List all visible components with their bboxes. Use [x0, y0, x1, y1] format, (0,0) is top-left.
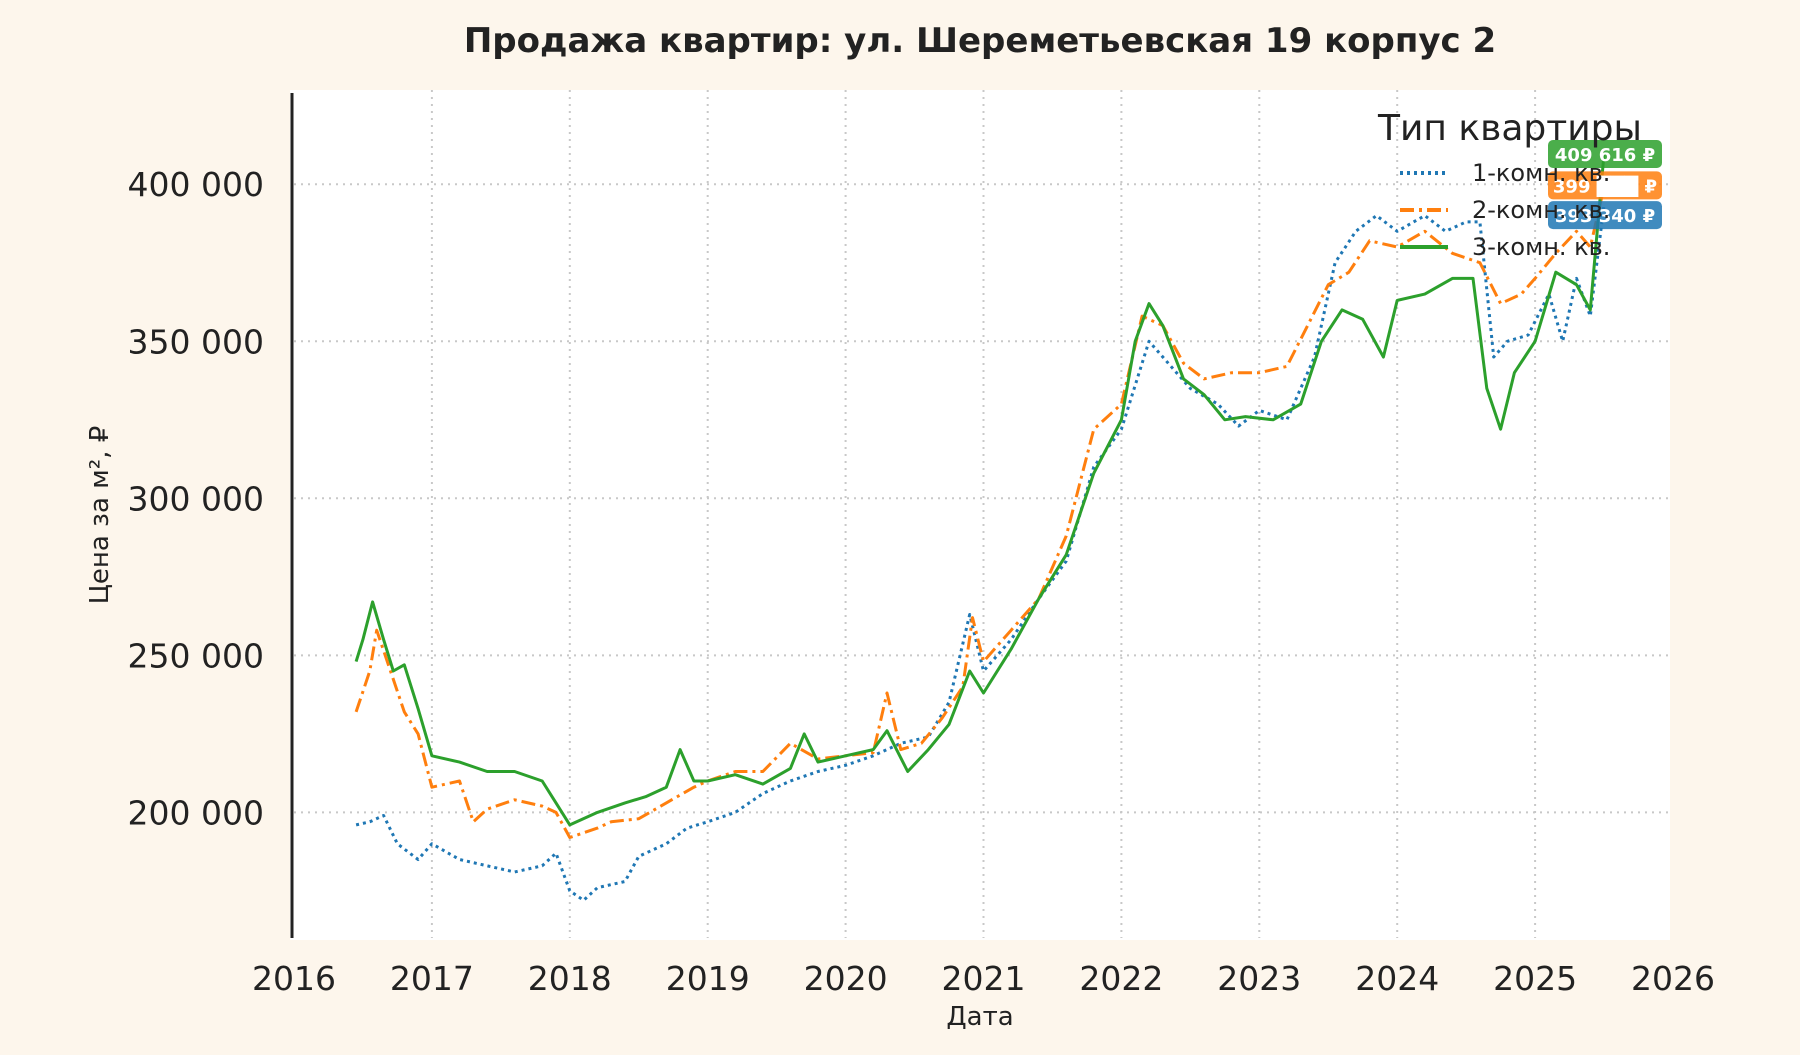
x-tick-label: 2018: [528, 959, 612, 998]
last-value-badge-1: [1548, 201, 1662, 230]
last-value-badge-text-2: 399 ███ ₽: [1553, 175, 1657, 197]
series-line-2: [354, 187, 1606, 839]
axis-ticks: 2016 2017 2018 2019 2020 2021 2022 2023 2024 2025…: [128, 165, 1715, 998]
y-axis-label: Цена за м², ₽: [85, 426, 115, 605]
last-value-badge-text-3: 409 616 ₽: [1555, 145, 1655, 166]
series-lines: [354, 153, 1606, 902]
legend-label-3: 3-комн. кв.: [1472, 233, 1610, 261]
y-tick-label: 300 000: [128, 479, 264, 518]
x-tick-label: 2020: [804, 959, 888, 998]
legend-label-2: 2-комн. кв.: [1472, 196, 1610, 224]
legend-label-1: 1-комн. кв.: [1472, 159, 1610, 187]
plot-area: [290, 90, 1670, 940]
last-value-badges: 393 340 ₽ 399 ███ ₽ 409 616 ₽: [1548, 140, 1662, 230]
legend: Тип квартиры 1-комн. кв. 2-комн. кв. 3-ком…: [1377, 108, 1642, 261]
x-tick-label: 2022: [1079, 959, 1163, 998]
series-line-3: [354, 153, 1606, 827]
x-axis-label: Дата: [946, 1002, 1013, 1032]
legend-title: Тип квартиры: [1377, 108, 1642, 149]
x-tick-label: 2017: [390, 959, 474, 998]
x-tick-label: 2024: [1355, 959, 1439, 998]
x-tick-label: 2019: [666, 959, 750, 998]
x-tick-label: 2025: [1493, 959, 1577, 998]
y-tick-label: 200 000: [128, 793, 264, 832]
last-value-badge-2: [1548, 171, 1662, 200]
chart-title: Продажа квартир: ул. Шереметьевская 19 к…: [464, 21, 1496, 61]
x-tick-label: 2023: [1217, 959, 1301, 998]
last-value-badge-text-1: 393 340 ₽: [1555, 206, 1655, 227]
y-tick-label: 400 000: [128, 165, 264, 204]
x-tick-label: 2026: [1631, 959, 1715, 998]
x-tick-label: 2021: [942, 959, 1026, 998]
x-tick-label: 2016: [252, 959, 336, 998]
last-value-badge-3: [1548, 140, 1662, 169]
y-tick-label: 350 000: [128, 322, 264, 361]
y-tick-label: 250 000: [128, 636, 264, 675]
